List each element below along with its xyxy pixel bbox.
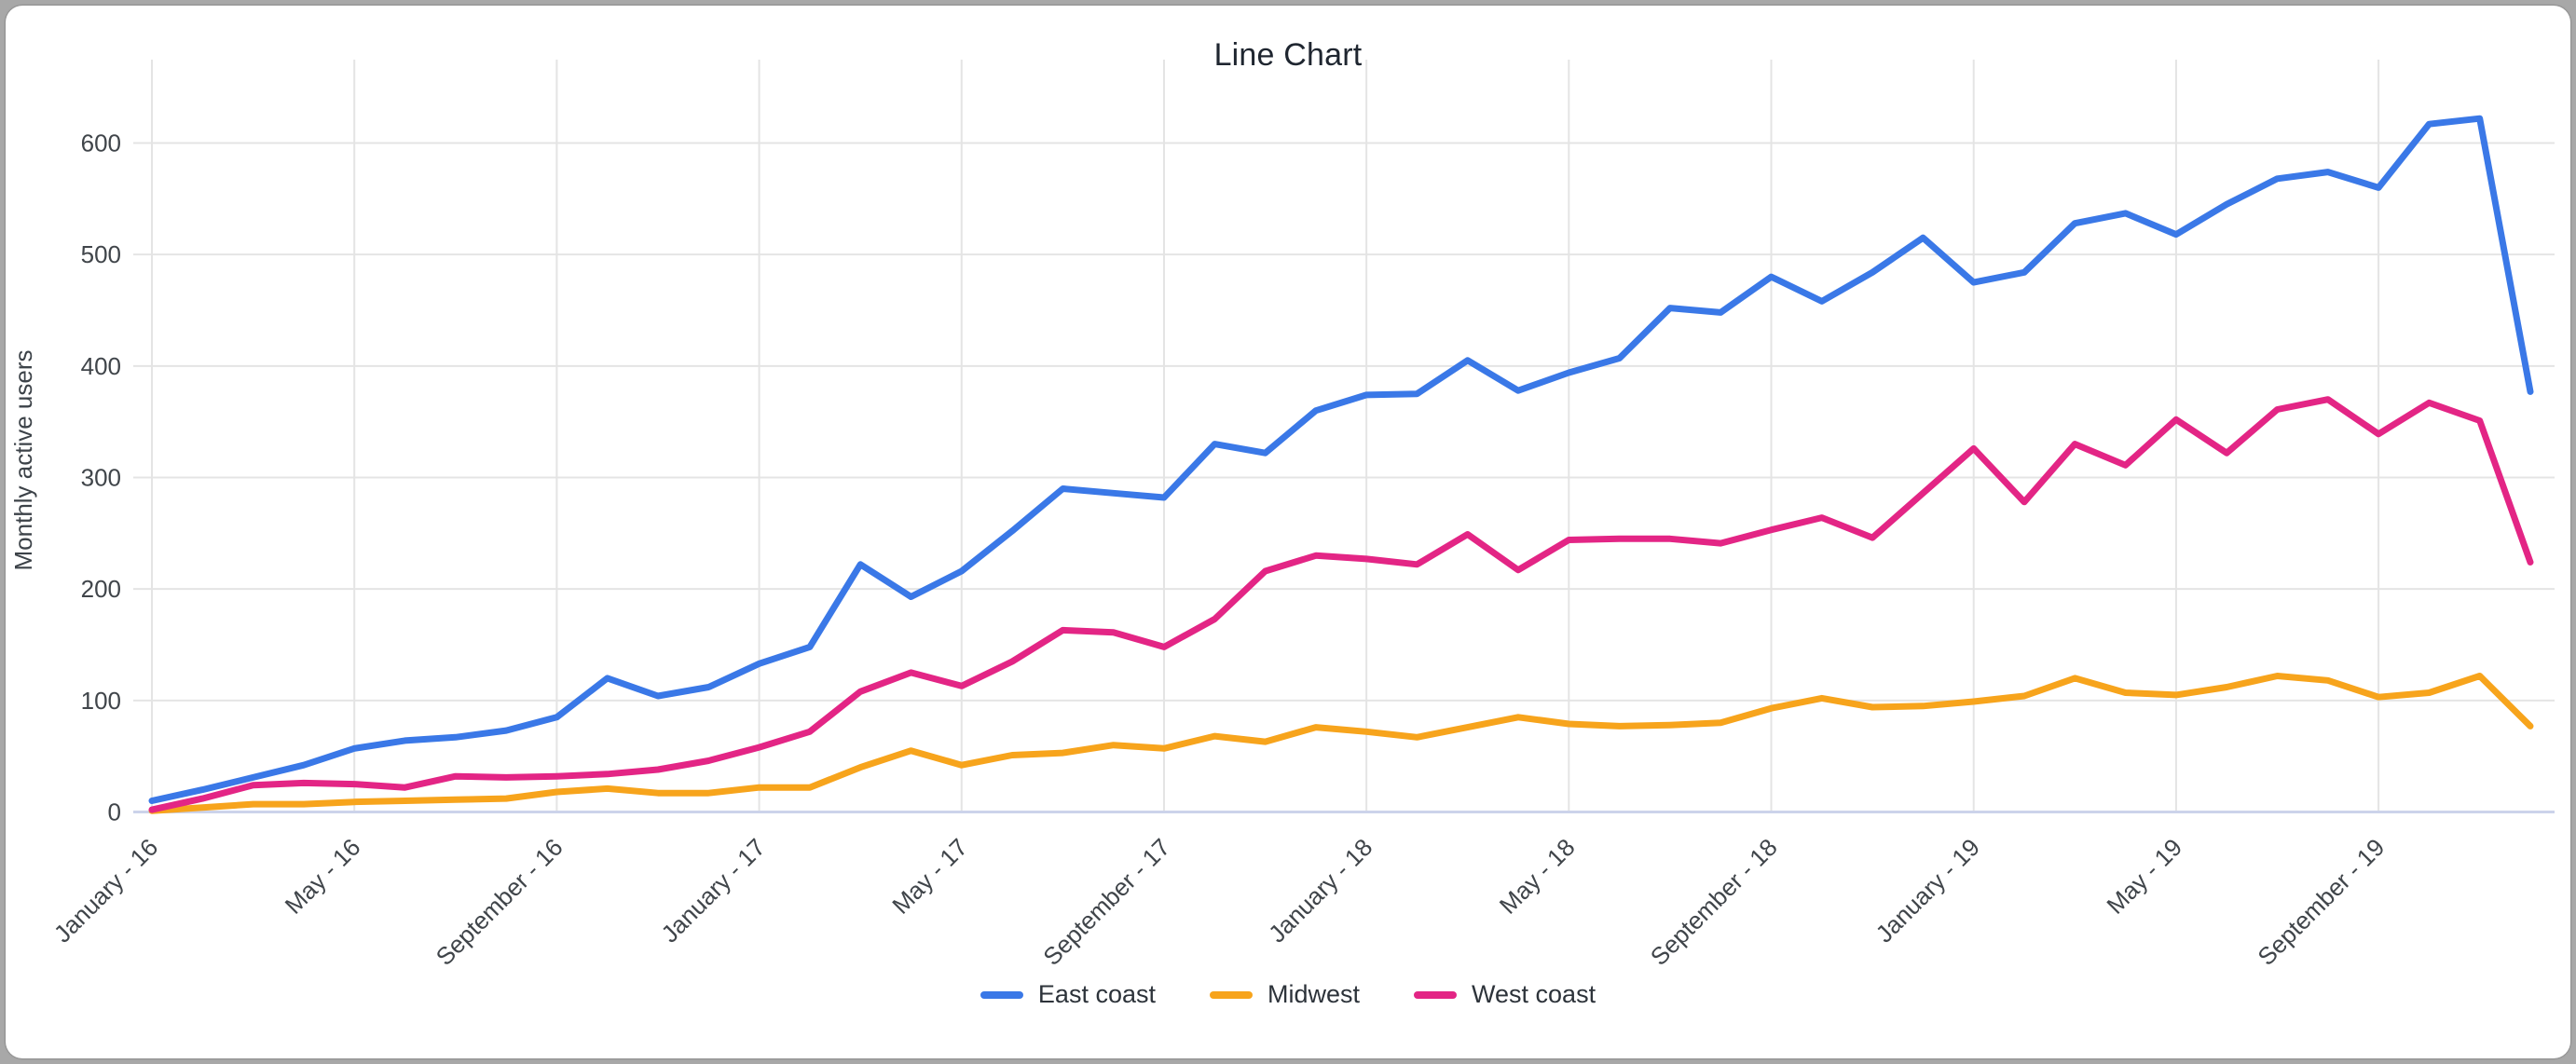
chart-card: Line Chart 0 100 200 300 400 500 600 January - …: [6, 6, 2570, 1058]
y-tick-label: 0: [108, 798, 121, 826]
x-tick-label: September - 19: [2252, 833, 2390, 965]
x-tick-label: May - 19: [2101, 833, 2187, 920]
x-tick-label: January - 19: [1870, 833, 1985, 948]
series-line-midwest: [148, 673, 2534, 814]
legend-item-east-coast[interactable]: East coast: [980, 980, 1156, 1009]
y-tick-label: 500: [81, 240, 121, 268]
y-tick-label: 600: [81, 130, 121, 157]
y-tick-label: 100: [81, 687, 121, 715]
vertical-gridlines: [151, 60, 2380, 812]
x-axis-tick-labels: January - 16 May - 16 September - 16 Januar…: [48, 833, 2391, 965]
series-line-east-coast: [148, 115, 2534, 804]
series-line-west-coast: [148, 396, 2534, 813]
x-tick-label: January - 16: [48, 833, 163, 948]
y-tick-label: 400: [81, 352, 121, 380]
x-tick-label: September - 17: [1037, 833, 1175, 965]
x-tick-label: January - 18: [1263, 833, 1377, 948]
legend-item-west-coast[interactable]: West coast: [1414, 980, 1596, 1009]
y-tick-label: 200: [81, 575, 121, 603]
x-tick-label: September - 18: [1645, 833, 1783, 965]
legend-label: West coast: [1472, 980, 1596, 1008]
x-tick-label: January - 17: [655, 833, 770, 948]
line-chart-plot: 0 100 200 300 400 500 600 January - 16 May - 16 S…: [9, 60, 2555, 965]
x-tick-label: May - 17: [886, 833, 973, 920]
x-tick-label: May - 16: [280, 833, 366, 920]
legend-label: East coast: [1037, 980, 1156, 1008]
chart-title: Line Chart: [1213, 37, 1363, 73]
chart-legend: East coast Midwest West coast: [6, 980, 2570, 1009]
legend-swatch-west-coast: [1414, 990, 1458, 999]
x-tick-label: May - 18: [1494, 833, 1581, 920]
y-axis-title: Monthly active users: [9, 350, 37, 571]
legend-swatch-east-coast: [980, 990, 1023, 999]
legend-swatch-midwest: [1209, 990, 1253, 999]
horizontal-gridlines: [133, 142, 2555, 702]
y-axis-tick-labels: 0 100 200 300 400 500 600: [81, 130, 121, 826]
x-tick-label: September - 16: [431, 833, 569, 965]
legend-label: Midwest: [1267, 980, 1361, 1008]
y-tick-label: 300: [81, 464, 121, 492]
legend-item-midwest[interactable]: Midwest: [1209, 980, 1361, 1009]
